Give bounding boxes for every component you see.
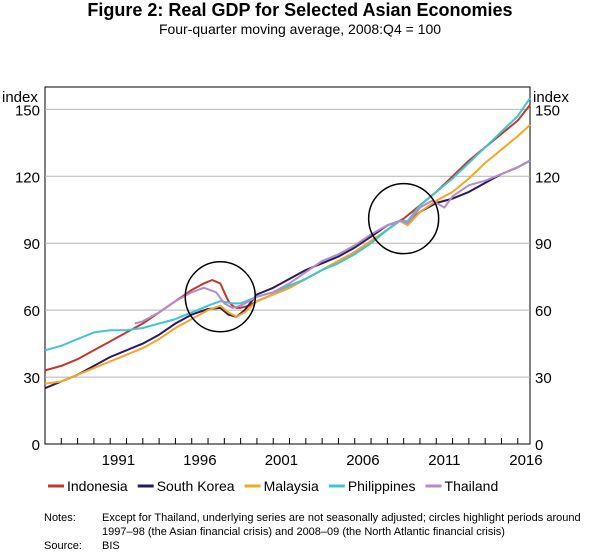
y-axis-label-right: index — [533, 89, 569, 106]
x-tick-label: 2011 — [428, 452, 460, 469]
y-axis-label-left: index — [2, 89, 38, 106]
x-tick-label: 1996 — [183, 452, 216, 469]
source-row: Source: BIS — [44, 539, 600, 553]
series-line-south-korea — [44, 159, 531, 390]
y-tick-label-right: 60 — [535, 303, 552, 320]
y-tick-label-right: 120 — [535, 169, 560, 186]
notes-text: Except for Thailand, underlying series a… — [102, 512, 581, 538]
chart-title: Figure 2: Real GDP for Selected Asian Ec… — [87, 0, 513, 20]
north-atlantic-financial-crisis-circle — [367, 182, 440, 255]
y-tick-label-left: 90 — [23, 236, 40, 253]
x-tick-label: 1991 — [102, 452, 135, 469]
legend-label-thailand: Thailand — [445, 478, 499, 494]
y-tick-label-right: 30 — [535, 370, 552, 387]
y-tick-label-left: 120 — [15, 169, 40, 186]
y-tick-label-left: 30 — [23, 370, 40, 387]
legend-label-south-korea: South Korea — [157, 478, 235, 494]
chart-notes: Notes: Except for Thailand, underlying s… — [44, 511, 600, 553]
x-tick-label: 2006 — [346, 452, 379, 469]
source-text: BIS — [102, 540, 120, 552]
notes-row: Notes: Except for Thailand, underlying s… — [44, 511, 600, 539]
asian-financial-crisis-circle — [184, 260, 257, 333]
source-label: Source: — [44, 540, 82, 552]
legend-label-philippines: Philippines — [348, 478, 416, 494]
y-tick-label-right: 90 — [535, 236, 552, 253]
legend-label-indonesia: Indonesia — [67, 478, 128, 494]
chart-subtitle: Four-quarter moving average, 2008:Q4 = 1… — [158, 21, 442, 37]
y-tick-label-right: 150 — [535, 102, 560, 119]
x-tick-label: 2016 — [509, 452, 542, 469]
y-tick-label-left: 60 — [23, 303, 40, 320]
legend-label-malaysia: Malaysia — [264, 478, 319, 494]
plot-area-border — [44, 86, 531, 445]
series-line-thailand — [134, 159, 531, 325]
y-tick-label-left: 150 — [15, 102, 40, 119]
notes-label: Notes: — [44, 512, 76, 524]
y-tick-label-left: 0 — [32, 437, 40, 454]
series-line-philippines — [44, 97, 531, 352]
y-tick-label-right: 0 — [535, 437, 543, 454]
x-tick-label: 2001 — [265, 452, 298, 469]
series-line-malaysia — [44, 124, 531, 385]
